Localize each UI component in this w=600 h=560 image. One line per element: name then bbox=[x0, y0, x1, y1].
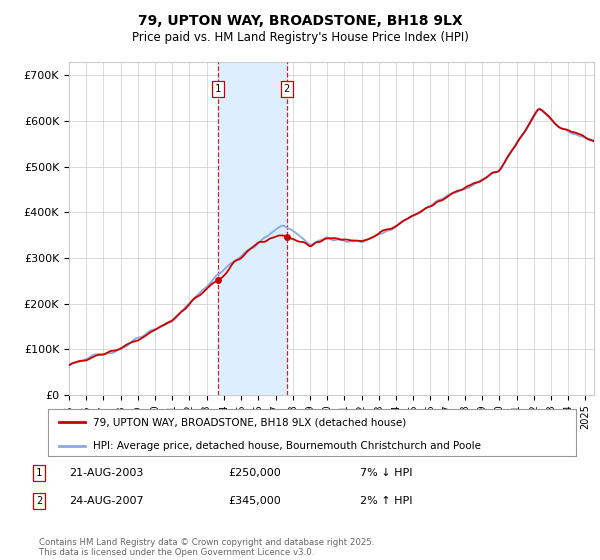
Text: 2: 2 bbox=[36, 496, 42, 506]
Text: 7% ↓ HPI: 7% ↓ HPI bbox=[360, 468, 413, 478]
Text: 79, UPTON WAY, BROADSTONE, BH18 9LX (detached house): 79, UPTON WAY, BROADSTONE, BH18 9LX (det… bbox=[93, 417, 406, 427]
Text: 2% ↑ HPI: 2% ↑ HPI bbox=[360, 496, 413, 506]
Bar bbox=[218, 62, 287, 395]
Text: £345,000: £345,000 bbox=[228, 496, 281, 506]
Text: 24-AUG-2007: 24-AUG-2007 bbox=[69, 496, 143, 506]
Text: 21-AUG-2003: 21-AUG-2003 bbox=[69, 468, 143, 478]
Text: 1: 1 bbox=[215, 84, 221, 94]
Text: 1: 1 bbox=[36, 468, 42, 478]
Text: Price paid vs. HM Land Registry's House Price Index (HPI): Price paid vs. HM Land Registry's House … bbox=[131, 31, 469, 44]
Text: HPI: Average price, detached house, Bournemouth Christchurch and Poole: HPI: Average price, detached house, Bour… bbox=[93, 441, 481, 451]
Text: Contains HM Land Registry data © Crown copyright and database right 2025.
This d: Contains HM Land Registry data © Crown c… bbox=[39, 538, 374, 557]
Text: 2: 2 bbox=[283, 84, 290, 94]
Text: 79, UPTON WAY, BROADSTONE, BH18 9LX: 79, UPTON WAY, BROADSTONE, BH18 9LX bbox=[137, 14, 463, 28]
Text: £250,000: £250,000 bbox=[228, 468, 281, 478]
